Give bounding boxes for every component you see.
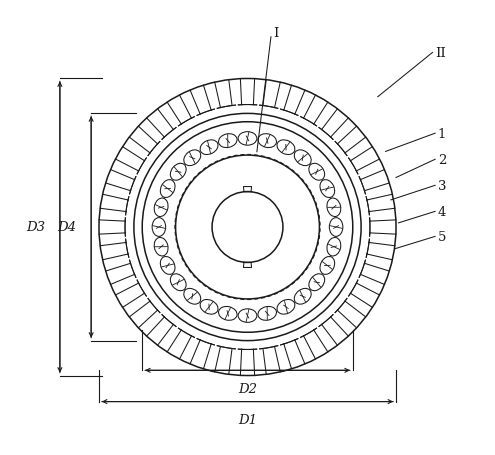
Text: 1: 1	[438, 127, 446, 141]
Text: D1: D1	[238, 413, 257, 426]
Text: II: II	[435, 47, 446, 60]
Text: 3: 3	[438, 179, 446, 192]
Text: I: I	[274, 27, 279, 40]
Text: 2: 2	[438, 153, 446, 167]
Text: D2: D2	[238, 382, 257, 395]
Text: 4: 4	[438, 205, 446, 218]
Text: D3: D3	[26, 221, 46, 234]
Text: D4: D4	[57, 221, 77, 234]
Text: 5: 5	[438, 230, 446, 243]
